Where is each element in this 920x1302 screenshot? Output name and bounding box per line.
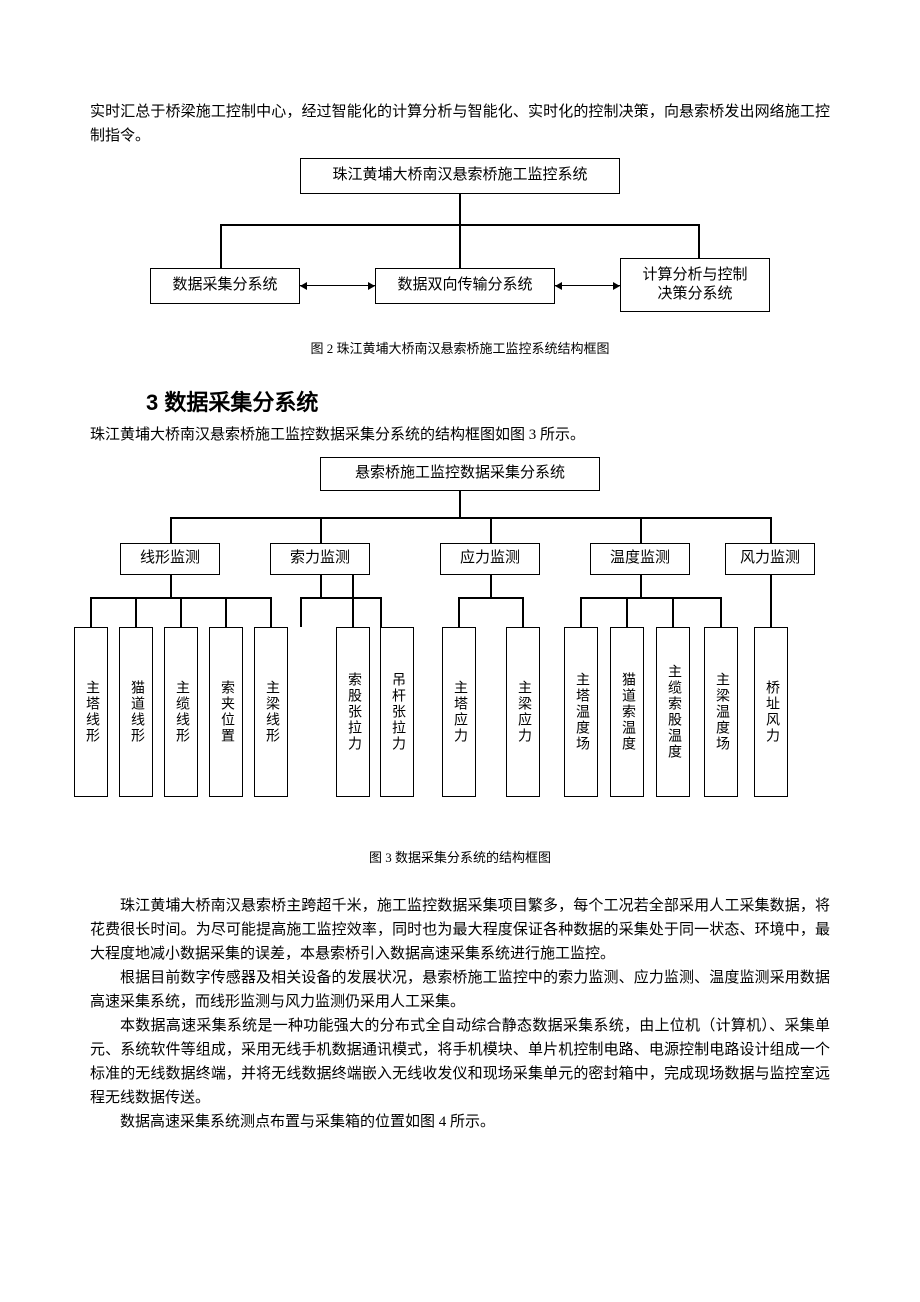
- connector: [458, 597, 460, 627]
- figure-3-diagram: 悬索桥施工监控数据采集分系统 线形监测 索力监测 应力监测 温度监测 风力监测: [90, 457, 830, 837]
- fig3-root-box: 悬索桥施工监控数据采集分系统: [320, 457, 600, 491]
- connector: [626, 597, 628, 627]
- figure-2-diagram: 珠江黄埔大桥南汉悬索桥施工监控系统 数据采集分系统 数据双向传输分系统 计算分析…: [150, 158, 770, 328]
- fig3-group-0: 线形监测: [120, 543, 220, 575]
- connector-line: [555, 285, 620, 286]
- connector: [300, 597, 302, 627]
- fig2-root-box: 珠江黄埔大桥南汉悬索桥施工监控系统: [300, 158, 620, 194]
- paragraph-2: 珠江黄埔大桥南汉悬索桥施工监控数据采集分系统的结构框图如图 3 所示。: [90, 423, 830, 447]
- connector: [458, 597, 522, 599]
- connector: [352, 575, 354, 627]
- fig3-leaf-8: 主梁应力: [506, 627, 540, 797]
- fig3-leaf-12: 主梁温度场: [704, 627, 738, 797]
- connector: [380, 597, 382, 627]
- fig3-leaf-10: 猫道索温度: [610, 627, 644, 797]
- paragraph-5: 本数据高速采集系统是一种功能强大的分布式全自动综合静态数据采集系统，由上位机（计…: [90, 1014, 830, 1110]
- connector: [170, 517, 172, 543]
- connector: [180, 597, 182, 627]
- fig3-leaf-9: 主塔温度场: [564, 627, 598, 797]
- fig3-group-4: 风力监测: [725, 543, 815, 575]
- connector: [580, 597, 582, 627]
- fig3-group-2: 应力监测: [440, 543, 540, 575]
- figure-2-caption: 图 2 珠江黄埔大桥南汉悬索桥施工监控系统结构框图: [90, 338, 830, 357]
- arrow-head: [613, 282, 620, 290]
- connector: [90, 597, 92, 627]
- section-3-heading: 3 数据采集分系统: [146, 385, 830, 417]
- fig3-leaf-4: 主梁线形: [254, 627, 288, 797]
- fig3-leaf-13: 桥址风力: [754, 627, 788, 797]
- connector: [459, 491, 461, 517]
- fig2-node-3: 计算分析与控制 决策分系统: [620, 258, 770, 312]
- paragraph-4: 根据目前数字传感器及相关设备的发展状况，悬索桥施工监控中的索力监测、应力监测、温…: [90, 966, 830, 1014]
- paragraph-3: 珠江黄埔大桥南汉悬索桥主跨超千米，施工监控数据采集项目繁多，每个工况若全部采用人…: [90, 894, 830, 966]
- connector: [640, 517, 642, 543]
- fig3-group-3: 温度监测: [590, 543, 690, 575]
- connector: [770, 575, 772, 627]
- fig3-leaf-0: 主塔线形: [74, 627, 108, 797]
- connector: [720, 597, 722, 627]
- connector: [270, 597, 272, 627]
- connector-line: [300, 285, 375, 286]
- fig3-leaf-2: 主缆线形: [164, 627, 198, 797]
- paragraph-intro: 实时汇总于桥梁施工控制中心，经过智能化的计算分析与智能化、实时化的控制决策，向悬…: [90, 100, 830, 148]
- paragraph-6: 数据高速采集系统测点布置与采集箱的位置如图 4 所示。: [90, 1110, 830, 1134]
- arrow-head: [300, 282, 307, 290]
- connector: [170, 575, 172, 597]
- fig3-leaf-5: 索股张拉力: [336, 627, 370, 797]
- fig2-node-1: 数据采集分系统: [150, 268, 300, 304]
- fig3-leaf-3: 索夹位置: [209, 627, 243, 797]
- fig2-node-3-line1: 计算分析与控制: [642, 266, 747, 286]
- fig3-group-1: 索力监测: [270, 543, 370, 575]
- connector: [490, 517, 492, 543]
- connector: [522, 597, 524, 627]
- connector: [320, 575, 322, 597]
- connector: [640, 575, 642, 597]
- connector: [135, 597, 137, 627]
- connector: [300, 597, 380, 599]
- connector: [320, 517, 322, 543]
- fig2-node-2: 数据双向传输分系统: [375, 268, 555, 304]
- figure-3-caption: 图 3 数据采集分系统的结构框图: [90, 847, 830, 866]
- arrow-head: [555, 282, 562, 290]
- fig3-leaf-6: 吊杆张拉力: [380, 627, 414, 797]
- connector: [580, 597, 720, 599]
- fig3-leaf-11: 主缆索股温度: [656, 627, 690, 797]
- connector: [490, 575, 492, 597]
- connector: [170, 517, 770, 519]
- connector: [225, 597, 227, 627]
- arrow-head: [368, 282, 375, 290]
- fig3-leaf-1: 猫道线形: [119, 627, 153, 797]
- fig3-leaf-7: 主塔应力: [442, 627, 476, 797]
- connector: [770, 517, 772, 543]
- connector-line: [459, 224, 461, 268]
- connector-line: [459, 194, 461, 224]
- connector-line: [220, 224, 222, 268]
- page-container: 实时汇总于桥梁施工控制中心，经过智能化的计算分析与智能化、实时化的控制决策，向悬…: [0, 0, 920, 1194]
- connector: [672, 597, 674, 627]
- fig2-node-3-line2: 决策分系统: [657, 285, 732, 305]
